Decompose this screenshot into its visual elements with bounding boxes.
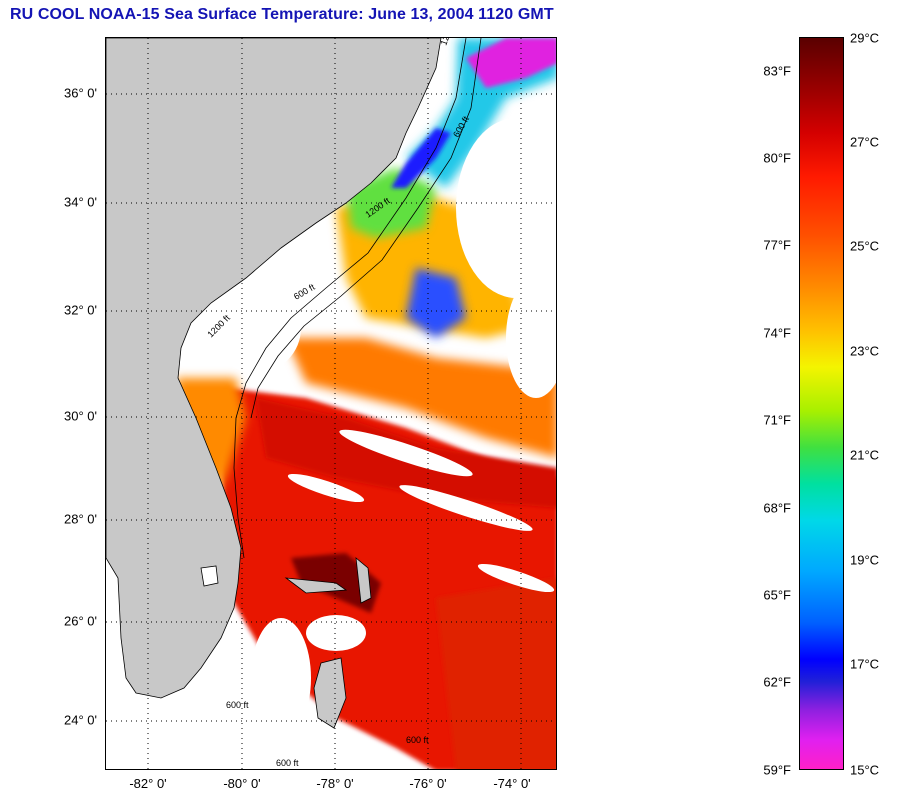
contour-deep: [250, 38, 482, 419]
colorbar-c-label: 17°C: [850, 656, 880, 672]
lon-label-82: -82° 0': [129, 776, 167, 791]
cloud-shelf: [211, 283, 301, 373]
cloud-northeast: [456, 118, 556, 298]
southeast-us-coast: [106, 38, 442, 699]
colorbar-f-label: 59°F: [763, 762, 791, 778]
colorbar-c-label: 25°C: [850, 238, 880, 254]
cloud-streak-4: [477, 563, 555, 593]
colorbar-f-label: 83°F: [763, 63, 791, 79]
southeast-warm: [436, 578, 556, 769]
abaco-island: [355, 557, 372, 604]
lat-label-36: 36° 0': [64, 85, 97, 101]
cloud-east: [506, 278, 556, 398]
lat-label-34: 34° 0': [64, 194, 97, 210]
colorbar-c-label: 15°C: [850, 762, 880, 778]
lat-label-24: 24° 0': [64, 712, 97, 728]
lon-label-74: -74° 0': [493, 776, 531, 791]
colorbar-f-label: 65°F: [763, 587, 791, 603]
colorbar-f-label: 71°F: [763, 412, 791, 428]
contour-label: 600 ft: [406, 735, 429, 745]
cloud-streak-1: [339, 429, 473, 477]
north-magenta-patch: [466, 38, 556, 88]
lon-label-80: -80° 0': [223, 776, 261, 791]
colorbar-c-label: 29°C: [850, 30, 880, 46]
colorbar-c-label: 23°C: [850, 343, 880, 359]
sst-map-canvas: 120 ft 600 ft 1200 ft 600 ft 1200 ft 600…: [106, 38, 556, 769]
land: [106, 38, 442, 729]
contour-label: 600 ft: [226, 700, 249, 710]
cloud-bahamas-north: [306, 615, 366, 651]
sst-map: 120 ft 600 ft 1200 ft 600 ft 1200 ft 600…: [105, 37, 557, 770]
cloud-cover: [211, 118, 556, 738]
colorbar-f-label: 77°F: [763, 237, 791, 253]
colorbar-f-label: 68°F: [763, 500, 791, 516]
map-title: RU COOL NOAA-15 Sea Surface Temperature:…: [10, 6, 554, 23]
cloud-streak-2: [399, 485, 533, 531]
temperature-colorbar: [799, 37, 844, 770]
warm-orange-band: [286, 338, 556, 458]
lat-label-32: 32° 0': [64, 302, 97, 318]
colorbar-c-label: 21°C: [850, 447, 880, 463]
contour-shelf-break: [233, 38, 467, 559]
colorbar-f-label: 62°F: [763, 674, 791, 690]
cloud-bahamas-west: [251, 618, 311, 738]
contour-label: 600 ft: [276, 758, 299, 768]
colorbar-f-label: 74°F: [763, 325, 791, 341]
andros-island: [313, 657, 347, 729]
lake-okeechobee: [200, 565, 219, 587]
colorbar-f-label: 80°F: [763, 150, 791, 166]
cool-blue-patch: [406, 268, 466, 338]
colorbar-c-label: 27°C: [850, 134, 880, 150]
lat-label-30: 30° 0': [64, 408, 97, 424]
lon-label-76: -76° 0': [409, 776, 447, 791]
lon-label-78: -78° 0': [316, 776, 354, 791]
florida-coast-orange: [176, 378, 246, 508]
colorbar-c-label: 19°C: [850, 552, 880, 568]
cloud-streak-3: [287, 473, 365, 503]
lat-label-26: 26° 0': [64, 613, 97, 629]
bathymetry-contours: [233, 38, 482, 559]
graticule: [106, 38, 556, 769]
grand-bahama-island: [284, 577, 348, 594]
contour-label: 120 ft: [438, 38, 455, 47]
nearshore-blue-strip: [391, 128, 451, 188]
lat-label-28: 28° 0': [64, 511, 97, 527]
